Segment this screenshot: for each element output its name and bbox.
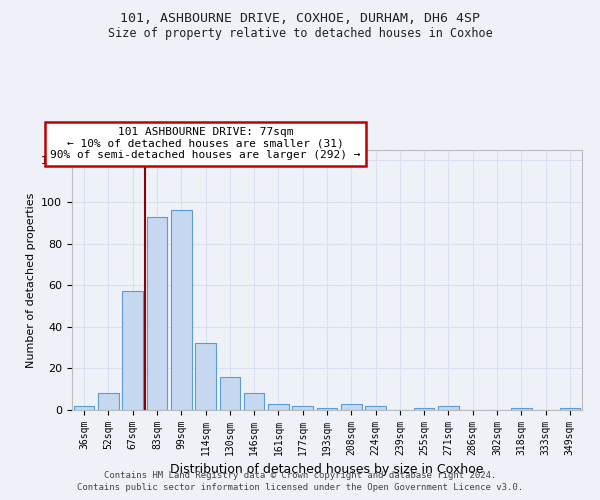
Bar <box>146 216 167 410</box>
X-axis label: Distribution of detached houses by size in Coxhoe: Distribution of detached houses by size … <box>170 464 484 476</box>
Text: Contains HM Land Registry data © Crown copyright and database right 2024.: Contains HM Land Registry data © Crown c… <box>104 471 496 480</box>
Bar <box>365 406 386 410</box>
Bar <box>511 408 532 410</box>
Bar <box>268 404 289 410</box>
Bar <box>438 406 459 410</box>
Bar <box>317 408 337 410</box>
Bar <box>171 210 191 410</box>
Bar <box>292 406 313 410</box>
Text: Size of property relative to detached houses in Coxhoe: Size of property relative to detached ho… <box>107 28 493 40</box>
Text: Contains public sector information licensed under the Open Government Licence v3: Contains public sector information licen… <box>77 484 523 492</box>
Bar <box>220 376 240 410</box>
Bar <box>122 292 143 410</box>
Text: 101, ASHBOURNE DRIVE, COXHOE, DURHAM, DH6 4SP: 101, ASHBOURNE DRIVE, COXHOE, DURHAM, DH… <box>120 12 480 26</box>
Y-axis label: Number of detached properties: Number of detached properties <box>26 192 35 368</box>
Bar <box>74 406 94 410</box>
Bar <box>244 394 265 410</box>
Bar <box>414 408 434 410</box>
Bar <box>195 344 216 410</box>
Bar <box>560 408 580 410</box>
Bar <box>341 404 362 410</box>
Bar <box>98 394 119 410</box>
Text: 101 ASHBOURNE DRIVE: 77sqm
← 10% of detached houses are smaller (31)
90% of semi: 101 ASHBOURNE DRIVE: 77sqm ← 10% of deta… <box>50 127 361 160</box>
